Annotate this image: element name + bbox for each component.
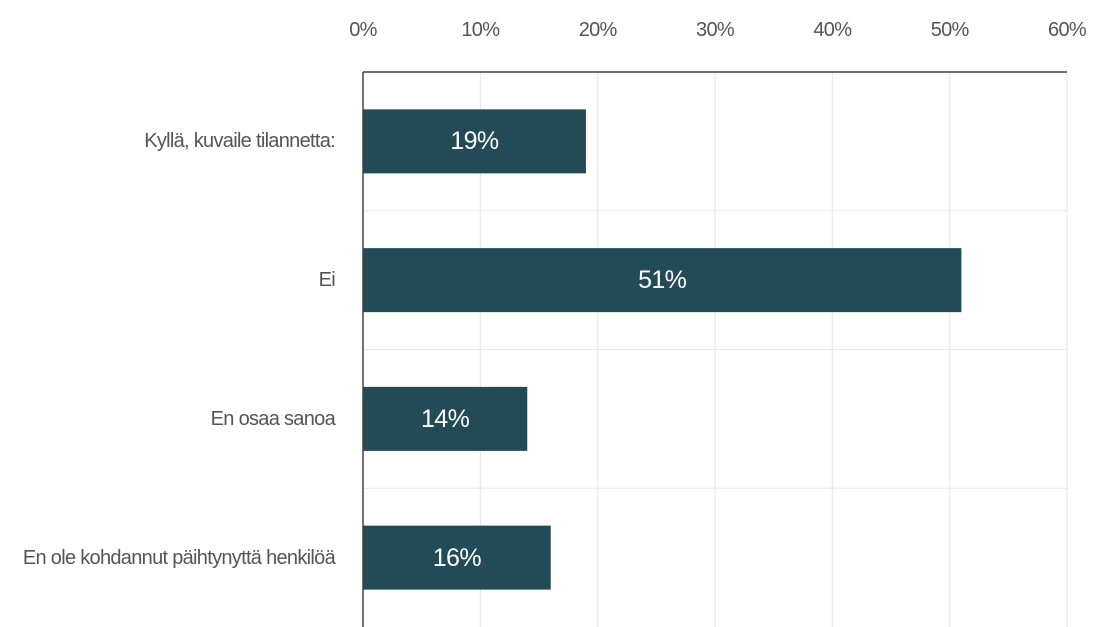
data-label: 51% [638,266,687,295]
data-label: 14% [421,404,470,433]
bar [363,109,586,174]
data-label: 19% [450,127,499,156]
category-label: Ei [318,269,336,292]
x-tick-label: 60% [1048,19,1087,41]
x-tick-label: 50% [930,19,970,41]
data-label: 16% [432,543,482,572]
x-tick-label: 40% [813,19,852,41]
x-tick-label: 20% [578,19,618,41]
x-tick-label: 0% [349,19,377,41]
bar [363,386,528,451]
category-label: En osaa sanoa [210,407,336,430]
x-tick-label: 30% [696,19,735,41]
bar [363,248,962,313]
x-tick-label: 10% [461,19,500,41]
category-label: En ole kohdannut päihtynyttä henkilöä [22,546,336,569]
category-label: Kyllä, kuvaile tilannetta: [144,130,336,153]
bar [363,525,551,590]
